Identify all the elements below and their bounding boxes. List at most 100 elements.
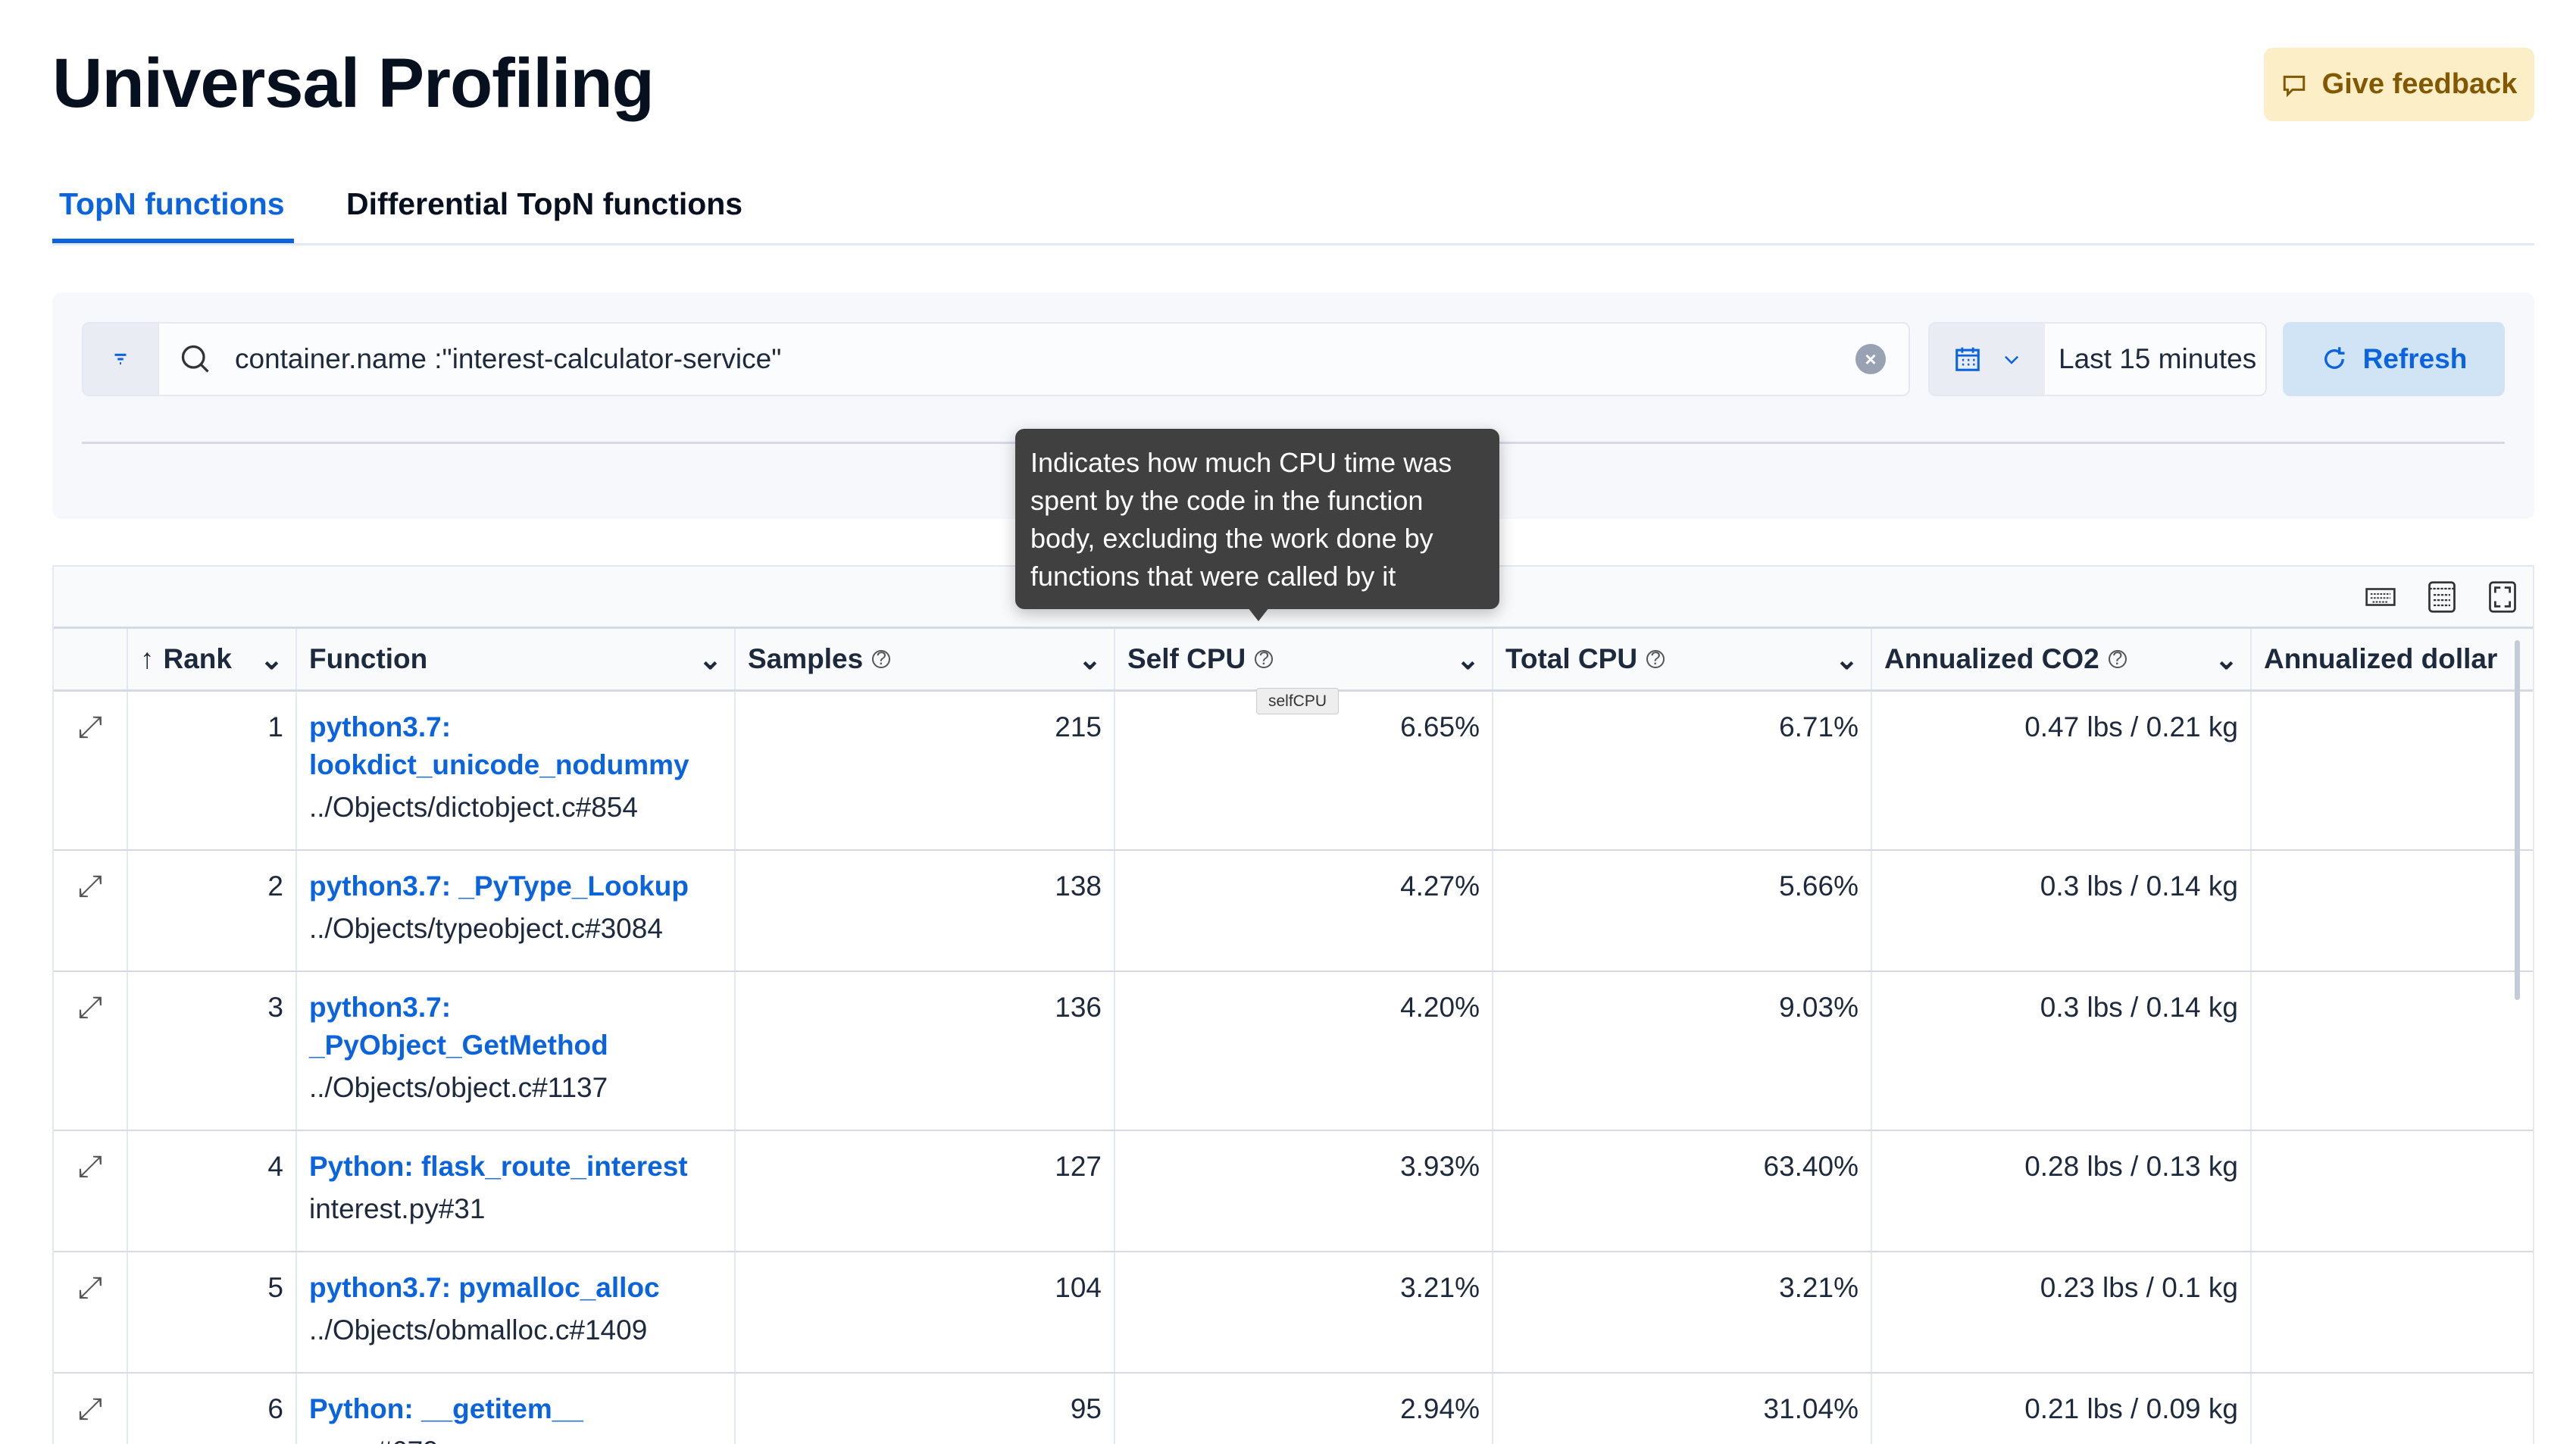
refresh-label: Refresh — [2362, 343, 2468, 374]
header-annualized-dollar-cost[interactable]: Annualized dollar c — [2252, 629, 2506, 689]
header-function[interactable]: Function ⌄ — [297, 629, 736, 689]
self-cpu-cell: 4.27% — [1115, 851, 1493, 970]
co2-cell: 0.21 lbs / 0.09 kg — [1872, 1374, 2252, 1444]
total-cpu-cell: 6.71% — [1493, 692, 1872, 849]
function-link[interactable]: Python: flask_route_interest — [309, 1151, 688, 1182]
source-location: ../Objects/dictobject.c#854 — [309, 792, 638, 823]
chevron-down-icon[interactable]: ⌄ — [259, 643, 283, 675]
self-cpu-field-tooltip: selfCPU — [1256, 688, 1339, 714]
chevron-down-icon[interactable]: ⌄ — [1077, 643, 1102, 675]
expand-row-icon[interactable]: ⤢ — [54, 972, 128, 1130]
function-link[interactable]: python3.7: pymalloc_alloc — [309, 1272, 660, 1303]
header-annualized-co2[interactable]: Annualized CO2? ⌄ — [1872, 629, 2252, 689]
rank-cell: 2 — [128, 851, 297, 970]
active-tab-indicator — [52, 239, 294, 243]
expand-row-icon[interactable]: ⤢ — [54, 851, 128, 970]
fullscreen-icon[interactable] — [2487, 580, 2518, 614]
total-cpu-cell: 9.03% — [1493, 972, 1872, 1130]
search-bar[interactable]: container.name :"interest-calculator-ser… — [82, 322, 1910, 396]
tabs-divider — [52, 243, 2534, 245]
source-location: interest.py#31 — [309, 1193, 486, 1224]
rank-cell: 4 — [128, 1131, 297, 1251]
filter-menu-button[interactable] — [83, 323, 159, 395]
help-icon[interactable]: ? — [2108, 649, 2127, 669]
refresh-button[interactable]: Refresh — [2283, 322, 2505, 396]
function-link[interactable]: Python: __getitem__ — [309, 1393, 583, 1424]
header-label: Function — [309, 643, 428, 674]
function-link[interactable]: python3.7: _PyObject_GetMethod — [309, 992, 608, 1061]
source-location: ../Objects/typeobject.c#3084 — [309, 913, 663, 944]
function-link[interactable]: python3.7: _PyType_Lookup — [309, 870, 689, 902]
self-cpu-cell: 3.21% — [1115, 1252, 1493, 1372]
co2-cell: 0.47 lbs / 0.21 kg — [1872, 692, 2252, 849]
clear-search-icon[interactable]: × — [1855, 344, 1886, 374]
search-input[interactable]: container.name :"interest-calculator-ser… — [235, 343, 782, 374]
header-label: Annualized CO2 — [1884, 643, 2099, 674]
search-icon — [181, 345, 209, 373]
table-row: ⤢ 5 python3.7: pymalloc_alloc ../Objects/ob… — [54, 1252, 2533, 1374]
table-body: ⤢ 1 python3.7: lookdict_unicode_nodummy ../… — [54, 692, 2533, 1444]
give-feedback-button[interactable]: Give feedback — [2264, 48, 2534, 121]
help-icon[interactable]: ? — [1255, 649, 1274, 669]
give-feedback-label: Give feedback — [2321, 68, 2518, 100]
table-row: ⤢ 2 python3.7: _PyType_Lookup ../Objects/ty… — [54, 851, 2533, 972]
co2-cell: 0.23 lbs / 0.1 kg — [1872, 1252, 2252, 1372]
display-density-icon[interactable] — [2427, 580, 2457, 614]
total-cpu-cell: 5.66% — [1493, 851, 1872, 970]
calendar-icon — [1955, 347, 1980, 371]
chevron-down-icon[interactable]: ⌄ — [698, 643, 722, 675]
table-row: ⤢ 3 python3.7: _PyObject_GetMethod ../Objec… — [54, 972, 2533, 1131]
keyboard-shortcuts-icon[interactable] — [2365, 584, 2396, 610]
total-cpu-cell: 63.40% — [1493, 1131, 1872, 1251]
table-row: ⤢ 1 python3.7: lookdict_unicode_nodummy ../… — [54, 692, 2533, 851]
rank-cell: 5 — [128, 1252, 297, 1372]
dollar-cost-cell — [2252, 851, 2506, 970]
header-label: Rank — [163, 643, 232, 674]
dollar-cost-cell — [2252, 972, 2506, 1130]
source-location: ../Objects/obmalloc.c#1409 — [309, 1314, 648, 1346]
samples-cell: 95 — [736, 1374, 1115, 1444]
function-link[interactable]: python3.7: lookdict_unicode_nodummy — [309, 711, 689, 780]
self-cpu-cell: 3.93% — [1115, 1131, 1493, 1251]
header-self-cpu[interactable]: Self CPU? ⌄ — [1115, 629, 1493, 689]
self-cpu-tooltip: Indicates how much CPU time was spent by… — [1015, 429, 1499, 609]
samples-cell: 104 — [736, 1252, 1115, 1372]
function-cell: python3.7: lookdict_unicode_nodummy ../Ob… — [297, 692, 736, 849]
expand-row-icon[interactable]: ⤢ — [54, 1252, 128, 1372]
filter-icon — [114, 353, 127, 365]
quick-select-button[interactable] — [1930, 323, 2045, 395]
self-cpu-cell: 4.20% — [1115, 972, 1493, 1130]
samples-cell: 127 — [736, 1131, 1115, 1251]
header-label: Samples — [748, 643, 864, 674]
header-total-cpu[interactable]: Total CPU? ⌄ — [1493, 629, 1872, 689]
sort-ascending-icon: ↑ — [140, 643, 155, 674]
expand-row-icon[interactable]: ⤢ — [54, 1374, 128, 1444]
table-scrollbar[interactable] — [2515, 640, 2520, 1000]
help-icon[interactable]: ? — [872, 649, 891, 669]
dollar-cost-cell — [2252, 1252, 2506, 1372]
tooltip-arrow — [1248, 608, 1269, 621]
tab-differential-topn-functions[interactable]: Differential TopN functions — [346, 186, 743, 221]
expand-row-icon[interactable]: ⤢ — [54, 1131, 128, 1251]
chevron-down-icon[interactable]: ⌄ — [2214, 643, 2238, 675]
table-header: ↑ Rank ⌄ Function ⌄ Samples? ⌄ Self CPU? ⌄ To… — [54, 629, 2533, 692]
table-row: ⤢ 4 Python: flask_route_interest interest.p… — [54, 1131, 2533, 1252]
expand-row-icon[interactable]: ⤢ — [54, 692, 128, 849]
co2-cell: 0.28 lbs / 0.13 kg — [1872, 1131, 2252, 1251]
help-icon[interactable]: ? — [1646, 649, 1665, 669]
chevron-down-icon[interactable]: ⌄ — [1834, 643, 1859, 675]
tab-topn-functions[interactable]: TopN functions — [59, 186, 285, 221]
header-label: Self CPU — [1127, 643, 1246, 674]
comment-icon — [2283, 75, 2305, 97]
co2-cell: 0.3 lbs / 0.14 kg — [1872, 972, 2252, 1130]
rank-cell: 6 — [128, 1374, 297, 1444]
function-cell: python3.7: _PyObject_GetMethod ../Objects… — [297, 972, 736, 1130]
self-cpu-cell: 6.65% — [1115, 692, 1493, 849]
date-range-label[interactable]: Last 15 minutes — [2059, 343, 2257, 374]
chevron-down-icon[interactable]: ⌄ — [1455, 643, 1480, 675]
header-rank[interactable]: ↑ Rank ⌄ — [128, 629, 297, 689]
samples-cell: 136 — [736, 972, 1115, 1130]
date-picker[interactable]: Last 15 minutes — [1928, 322, 2267, 396]
samples-cell: 215 — [736, 692, 1115, 849]
header-samples[interactable]: Samples? ⌄ — [736, 629, 1115, 689]
